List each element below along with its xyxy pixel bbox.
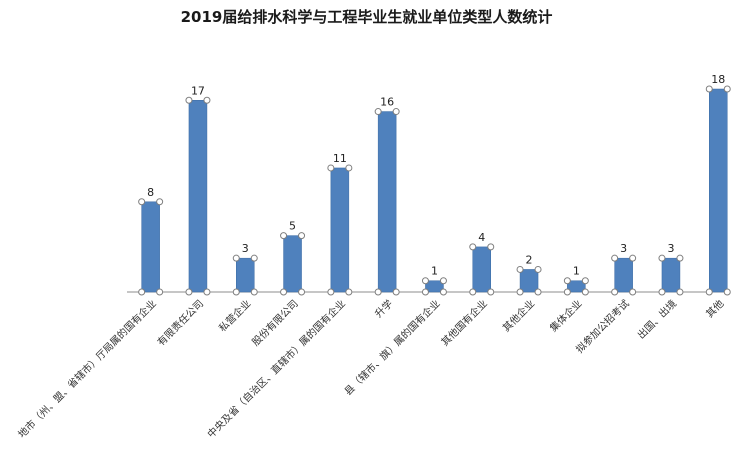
bar-8 <box>472 246 491 293</box>
data-label-5: 11 <box>333 152 347 165</box>
selection-handle <box>439 288 447 296</box>
tick-label-8: 其他国有企业 <box>438 297 490 349</box>
data-label-8: 4 <box>478 231 485 244</box>
selection-handle <box>298 288 306 296</box>
selection-handle <box>203 288 211 296</box>
tick-label-2: 有限责任公司 <box>154 297 206 349</box>
data-label-12: 3 <box>667 242 674 255</box>
bar-2 <box>188 100 208 293</box>
selection-handle <box>138 198 146 206</box>
tick-label-6: 升学 <box>372 297 395 320</box>
selection-handle <box>250 254 258 262</box>
selection-handle <box>280 232 288 240</box>
selection-handle <box>156 198 164 206</box>
bars-group <box>141 88 728 293</box>
data-label-10: 1 <box>573 265 580 278</box>
selection-handle <box>469 288 477 296</box>
selection-handle <box>439 277 447 285</box>
selection-handle <box>581 288 589 296</box>
bar-9 <box>519 269 539 293</box>
selection-handle <box>232 288 240 296</box>
selection-handle <box>563 288 571 296</box>
selection-handle <box>581 277 589 285</box>
selection-handle <box>516 265 524 273</box>
chart-title: 2019届给排水科学与工程毕业生就业单位类型人数统计 <box>180 8 553 26</box>
bar-10 <box>567 280 586 293</box>
selection-handle <box>421 277 429 285</box>
selection-handle <box>185 96 193 104</box>
tick-label-13: 其他 <box>703 297 726 320</box>
selection-handle <box>469 243 477 251</box>
selection-handle <box>203 96 211 104</box>
bar-6 <box>377 111 397 293</box>
tick-label-9: 其他企业 <box>500 297 537 334</box>
selection-handle <box>676 288 684 296</box>
selection-handle <box>345 288 353 296</box>
selection-handle <box>345 164 353 172</box>
tick-label-10: 集体企业 <box>547 297 584 334</box>
selection-handle <box>156 288 164 296</box>
selection-handle <box>327 288 335 296</box>
data-label-3: 3 <box>242 242 249 255</box>
selection-handle <box>516 288 524 296</box>
selection-handles <box>138 85 731 296</box>
data-label-9: 2 <box>526 253 533 266</box>
tick-label-12: 出国、出境 <box>635 297 680 342</box>
tick-label-4: 股份有限公司 <box>249 297 301 349</box>
data-label-6: 16 <box>380 96 394 109</box>
selection-handle <box>392 288 400 296</box>
selection-handle <box>611 288 619 296</box>
selection-handle <box>534 265 542 273</box>
data-label-11: 3 <box>620 242 627 255</box>
selection-handle <box>676 254 684 262</box>
selection-handle <box>705 288 713 296</box>
selection-handle <box>705 85 713 93</box>
bar-11 <box>614 257 633 293</box>
data-label-2: 17 <box>191 84 205 97</box>
data-label-4: 5 <box>289 220 296 233</box>
selection-handle <box>629 254 637 262</box>
selection-handle <box>487 243 495 251</box>
selection-handle <box>374 108 382 116</box>
selection-handle <box>658 288 666 296</box>
bar-4 <box>283 235 302 293</box>
bar-5 <box>330 167 350 293</box>
selection-handle <box>298 232 306 240</box>
bar-12 <box>661 257 681 293</box>
tick-label-1: 地市（州、盟、省辖市）厅局属的国有企业 <box>15 297 159 441</box>
selection-handle <box>250 288 258 296</box>
bar-3 <box>236 257 255 293</box>
data-label-13: 18 <box>711 73 725 86</box>
selection-handle <box>534 288 542 296</box>
data-labels: 8 17 3 5 11 16 1 4 2 1 3 3 18 <box>147 73 725 278</box>
selection-handle <box>658 254 666 262</box>
selection-handle <box>723 85 731 93</box>
selection-handle <box>563 277 571 285</box>
selection-handle <box>280 288 288 296</box>
selection-handle <box>487 288 495 296</box>
selection-handle <box>723 288 731 296</box>
selection-handle <box>629 288 637 296</box>
selection-handle <box>185 288 193 296</box>
selection-handle <box>232 254 240 262</box>
bar-13 <box>709 88 728 293</box>
selection-handle <box>327 164 335 172</box>
selection-handle <box>374 288 382 296</box>
bar-7 <box>425 280 444 293</box>
bar-1 <box>141 201 160 293</box>
selection-handle <box>421 288 429 296</box>
selection-handle <box>392 108 400 116</box>
tick-label-3: 私营企业 <box>216 297 253 334</box>
selection-handle <box>138 288 146 296</box>
data-label-7: 1 <box>431 265 438 278</box>
selection-handle <box>611 254 619 262</box>
data-label-1: 8 <box>147 186 154 199</box>
tick-label-7: 县（辖市、旗）属的国有企业 <box>341 297 442 398</box>
